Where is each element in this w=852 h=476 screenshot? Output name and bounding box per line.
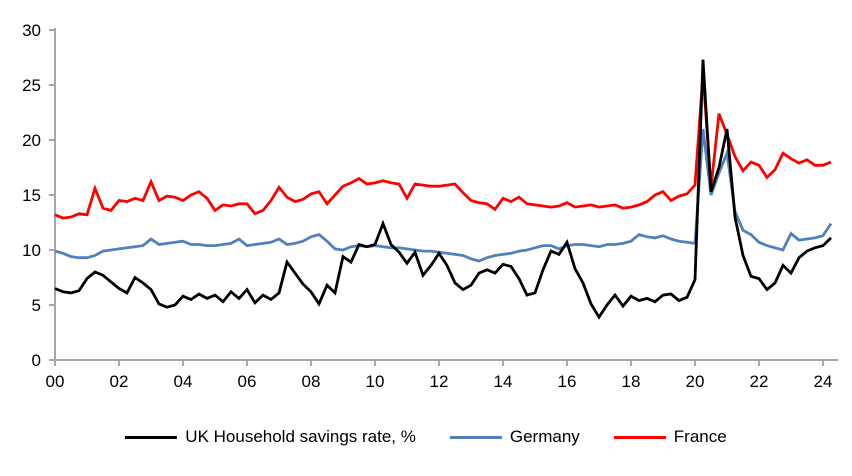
- x-tick-label: 08: [302, 372, 321, 391]
- series-line-uk-household-savings-rate: [54, 59, 832, 320]
- x-tick-label: 00: [46, 372, 65, 391]
- chart-legend: UK Household savings rate, % Germany Fra…: [0, 427, 852, 447]
- germany-line-swatch: [449, 435, 502, 439]
- series-line-france: [54, 73, 832, 220]
- x-tick-label: 24: [814, 372, 833, 391]
- y-tick-label: 30: [22, 21, 41, 40]
- france-line-swatch: [613, 435, 666, 439]
- x-tick-label: 22: [750, 372, 769, 391]
- y-tick-label: 10: [22, 241, 41, 260]
- uk-line-swatch: [125, 435, 178, 439]
- y-tick-label: 20: [22, 131, 41, 150]
- x-tick-label: 12: [430, 372, 449, 391]
- legend-label-germany: Germany: [509, 427, 580, 446]
- x-tick-label: 06: [238, 372, 257, 391]
- y-tick-label: 5: [32, 296, 41, 315]
- y-tick-label: 0: [32, 351, 41, 370]
- legend-label-uk: UK Household savings rate, %: [185, 427, 416, 446]
- x-tick-label: 16: [558, 372, 577, 391]
- x-tick-label: 02: [110, 372, 129, 391]
- legend-item-uk: UK Household savings rate, %: [125, 427, 416, 447]
- y-tick-label: 25: [22, 76, 41, 95]
- x-tick-label: 20: [686, 372, 705, 391]
- series-line-germany: [54, 128, 833, 263]
- x-tick-label: 04: [174, 372, 193, 391]
- x-tick-label: 14: [494, 372, 513, 391]
- legend-item-germany: Germany: [449, 427, 580, 447]
- y-tick-label: 15: [22, 186, 41, 205]
- legend-label-france: France: [673, 427, 727, 446]
- x-tick-label: 10: [366, 372, 385, 391]
- legend-item-france: France: [613, 427, 727, 447]
- x-tick-label: 18: [622, 372, 641, 391]
